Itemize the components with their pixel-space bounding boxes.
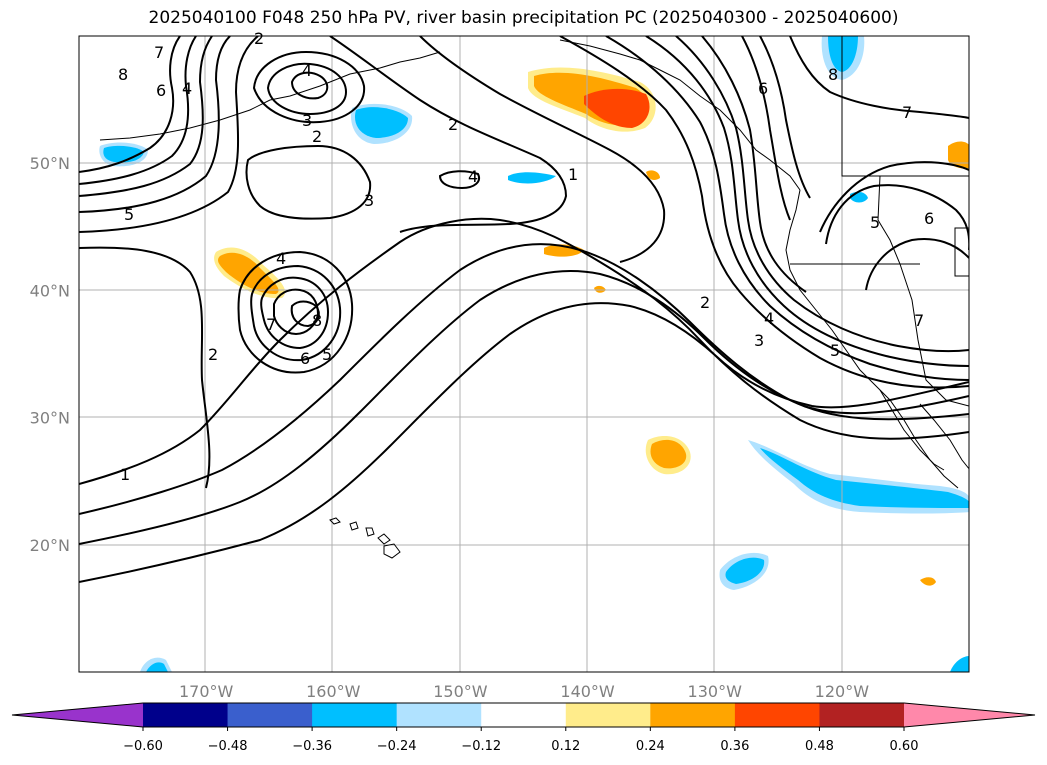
contour-label: 3	[364, 191, 374, 210]
contour-label: 5	[322, 345, 332, 364]
pos-anomaly-gulf-alaska-max	[584, 88, 650, 128]
longitude-tick-label: 130°W	[688, 682, 743, 701]
colorbar-extend-min	[12, 703, 143, 727]
contour-label: 2	[208, 345, 218, 364]
contour-label: 2	[312, 127, 322, 146]
contour-label: 6	[924, 209, 934, 228]
baja-peninsula	[879, 389, 945, 471]
latitude-labels: 50°N 40°N 30°N 20°N	[30, 154, 70, 555]
contour-label: 6	[300, 349, 310, 368]
contour-label: 8	[118, 65, 128, 84]
colorbar-label: −0.48	[208, 739, 248, 754]
colorbar-label: −0.36	[292, 739, 332, 754]
contour-label: 6	[758, 79, 768, 98]
colorbar-segment	[312, 703, 398, 727]
pos-anomaly-subtropic-core	[650, 439, 687, 469]
colorbar-label: −0.12	[461, 739, 501, 754]
colorbar-label: −0.24	[377, 739, 417, 754]
contour-label: 6	[156, 81, 166, 100]
coastlines	[99, 36, 969, 559]
colorbar-segment	[143, 703, 229, 727]
contour-label: 2	[700, 293, 710, 312]
latitude-tick-label: 40°N	[30, 281, 70, 300]
colorbar-segment	[819, 703, 905, 727]
contour-label: 7	[902, 103, 912, 122]
contour-label: 8	[828, 65, 838, 84]
colorbar-labels: −0.60 −0.48 −0.36 −0.24 −0.12 0.12 0.24 0.36 0.4…	[123, 727, 918, 754]
colorbar-label: 0.12	[551, 739, 580, 754]
contour-label: 4	[764, 309, 774, 328]
contour-label: 1	[568, 165, 578, 184]
contour-labels: 7 8 6 4 2 4 3 2 5 2 4 3 4 1 7 8 6 5 2 1 …	[118, 29, 934, 484]
colorbar	[11, 702, 1036, 728]
gulf-of-california	[919, 403, 969, 470]
hawaiian-islands	[329, 517, 401, 559]
neg-anomaly-bering-core	[354, 107, 408, 138]
contour-label: 2	[448, 115, 458, 134]
contour-label: 1	[120, 465, 130, 484]
longitude-labels: 170°W 160°W 150°W 140°W 130°W 120°W	[179, 682, 869, 701]
colorbar-label: 0.24	[636, 739, 665, 754]
colorbar-segment	[481, 703, 567, 727]
colorbar-segment	[396, 703, 482, 727]
contour-label: 5	[830, 341, 840, 360]
contour-label: 3	[302, 111, 312, 130]
precip-shading	[99, 36, 969, 672]
contour-label: 4	[182, 79, 192, 98]
colorbar-segment	[734, 703, 820, 727]
longitude-tick-label: 160°W	[306, 682, 361, 701]
colorbar-extend-max	[904, 703, 1035, 727]
west-coast-na	[785, 189, 959, 489]
colorbar-segment	[650, 703, 736, 727]
contour-label: 2	[254, 29, 264, 48]
longitude-tick-label: 150°W	[433, 682, 488, 701]
longitude-tick-label: 120°W	[815, 682, 870, 701]
contour-label: 8	[312, 311, 322, 330]
contour-label: 4	[276, 249, 286, 268]
latitude-tick-label: 30°N	[30, 409, 70, 428]
longitude-tick-label: 140°W	[560, 682, 615, 701]
colorbar-segment	[565, 703, 651, 727]
contour-label: 4	[302, 61, 312, 80]
map-title: 2025040100 F048 250 hPa PV, river basin …	[148, 8, 899, 28]
contour-label: 4	[468, 167, 478, 186]
latitude-tick-label: 50°N	[30, 154, 70, 173]
longitude-tick-label: 170°W	[179, 682, 234, 701]
contour-label: 5	[870, 213, 880, 232]
contour-label: 7	[154, 43, 164, 62]
colorbar-label: 0.36	[720, 739, 749, 754]
contour-label: 3	[754, 331, 764, 350]
pv-contours	[79, 36, 969, 583]
contour-label: 7	[914, 311, 924, 330]
map-frame	[78, 35, 970, 673]
contour-label: 7	[266, 315, 276, 334]
latitude-tick-label: 20°N	[30, 536, 70, 555]
colorbar-label: 0.48	[805, 739, 834, 754]
alaska-coast	[559, 39, 801, 191]
colorbar-segment	[227, 703, 313, 727]
colorbar-label: 0.60	[890, 739, 919, 754]
colorbar-label: −0.60	[123, 739, 163, 754]
contour-label: 5	[124, 205, 134, 224]
